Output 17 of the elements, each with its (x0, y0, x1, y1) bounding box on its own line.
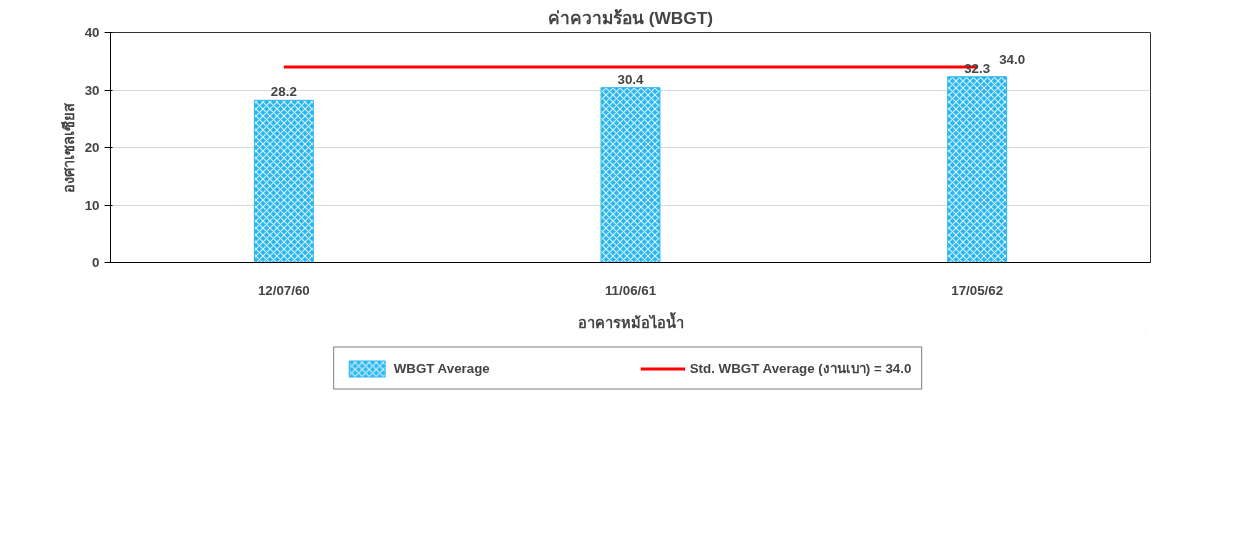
x-tick-label: 12/07/60 (257, 282, 310, 298)
y-axis-title: องศาเซลเซียส (60, 102, 77, 193)
y-tick-label: 30 (84, 82, 100, 98)
legend-label: Std. WBGT Average (งานเบา) = 34.0 (689, 359, 912, 378)
data-label: 30.4 (617, 71, 645, 87)
x-tick-label: 11/06/61 (604, 282, 657, 298)
x-axis-title: อาคารหม้อไอน้ำ (577, 311, 684, 331)
chart-title: ค่าความร้อน (WBGT) (547, 7, 714, 28)
data-label: 32.3 (964, 60, 991, 76)
data-label: 34.0 (999, 52, 1026, 67)
y-tick-label: 0 (92, 255, 100, 270)
data-label: 28.2 (270, 84, 297, 100)
legend-label: WBGT Average (393, 360, 490, 376)
y-tick-label: 40 (84, 25, 100, 40)
x-tick-label: 17/05/62 (951, 282, 1004, 298)
y-tick-label: 10 (84, 197, 100, 213)
y-tick-label: 20 (84, 140, 100, 155)
